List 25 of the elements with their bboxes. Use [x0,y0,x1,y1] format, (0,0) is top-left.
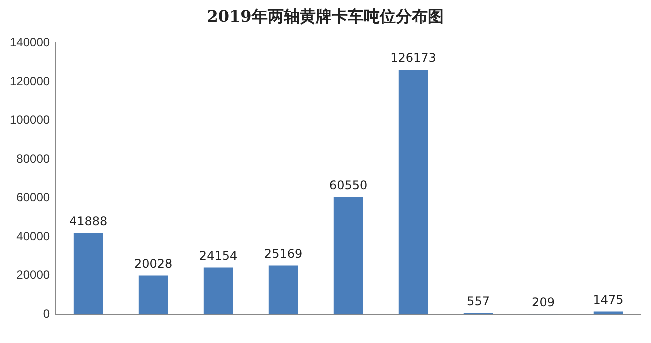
y-tick-label: 0 [43,306,50,321]
y-tick-label: 40000 [16,229,50,244]
y-tick-label: 140000 [10,36,50,50]
data-label: 557 [467,294,490,309]
bar [74,233,104,315]
bar [138,276,168,315]
bar [268,266,298,315]
data-label: 41888 [69,214,108,229]
data-label: 1475 [593,292,624,307]
y-tick-label: 100000 [10,113,50,128]
data-label: 209 [532,295,555,310]
data-label: 24154 [199,248,238,263]
bar [398,70,428,315]
data-label: 60550 [329,178,368,192]
y-tick-label: 120000 [10,74,50,88]
chart-title: 2019年两轴黄牌卡车吨位分布图 [206,6,445,28]
data-label: 20028 [134,256,173,271]
bar [204,268,234,315]
y-tick-label: 80000 [16,152,50,166]
data-label: 25169 [264,246,303,261]
bar [334,197,364,315]
data-label: 126173 [390,51,436,66]
y-tick-label: 20000 [16,268,50,282]
bar [594,312,624,315]
y-tick-label: 60000 [16,190,50,205]
